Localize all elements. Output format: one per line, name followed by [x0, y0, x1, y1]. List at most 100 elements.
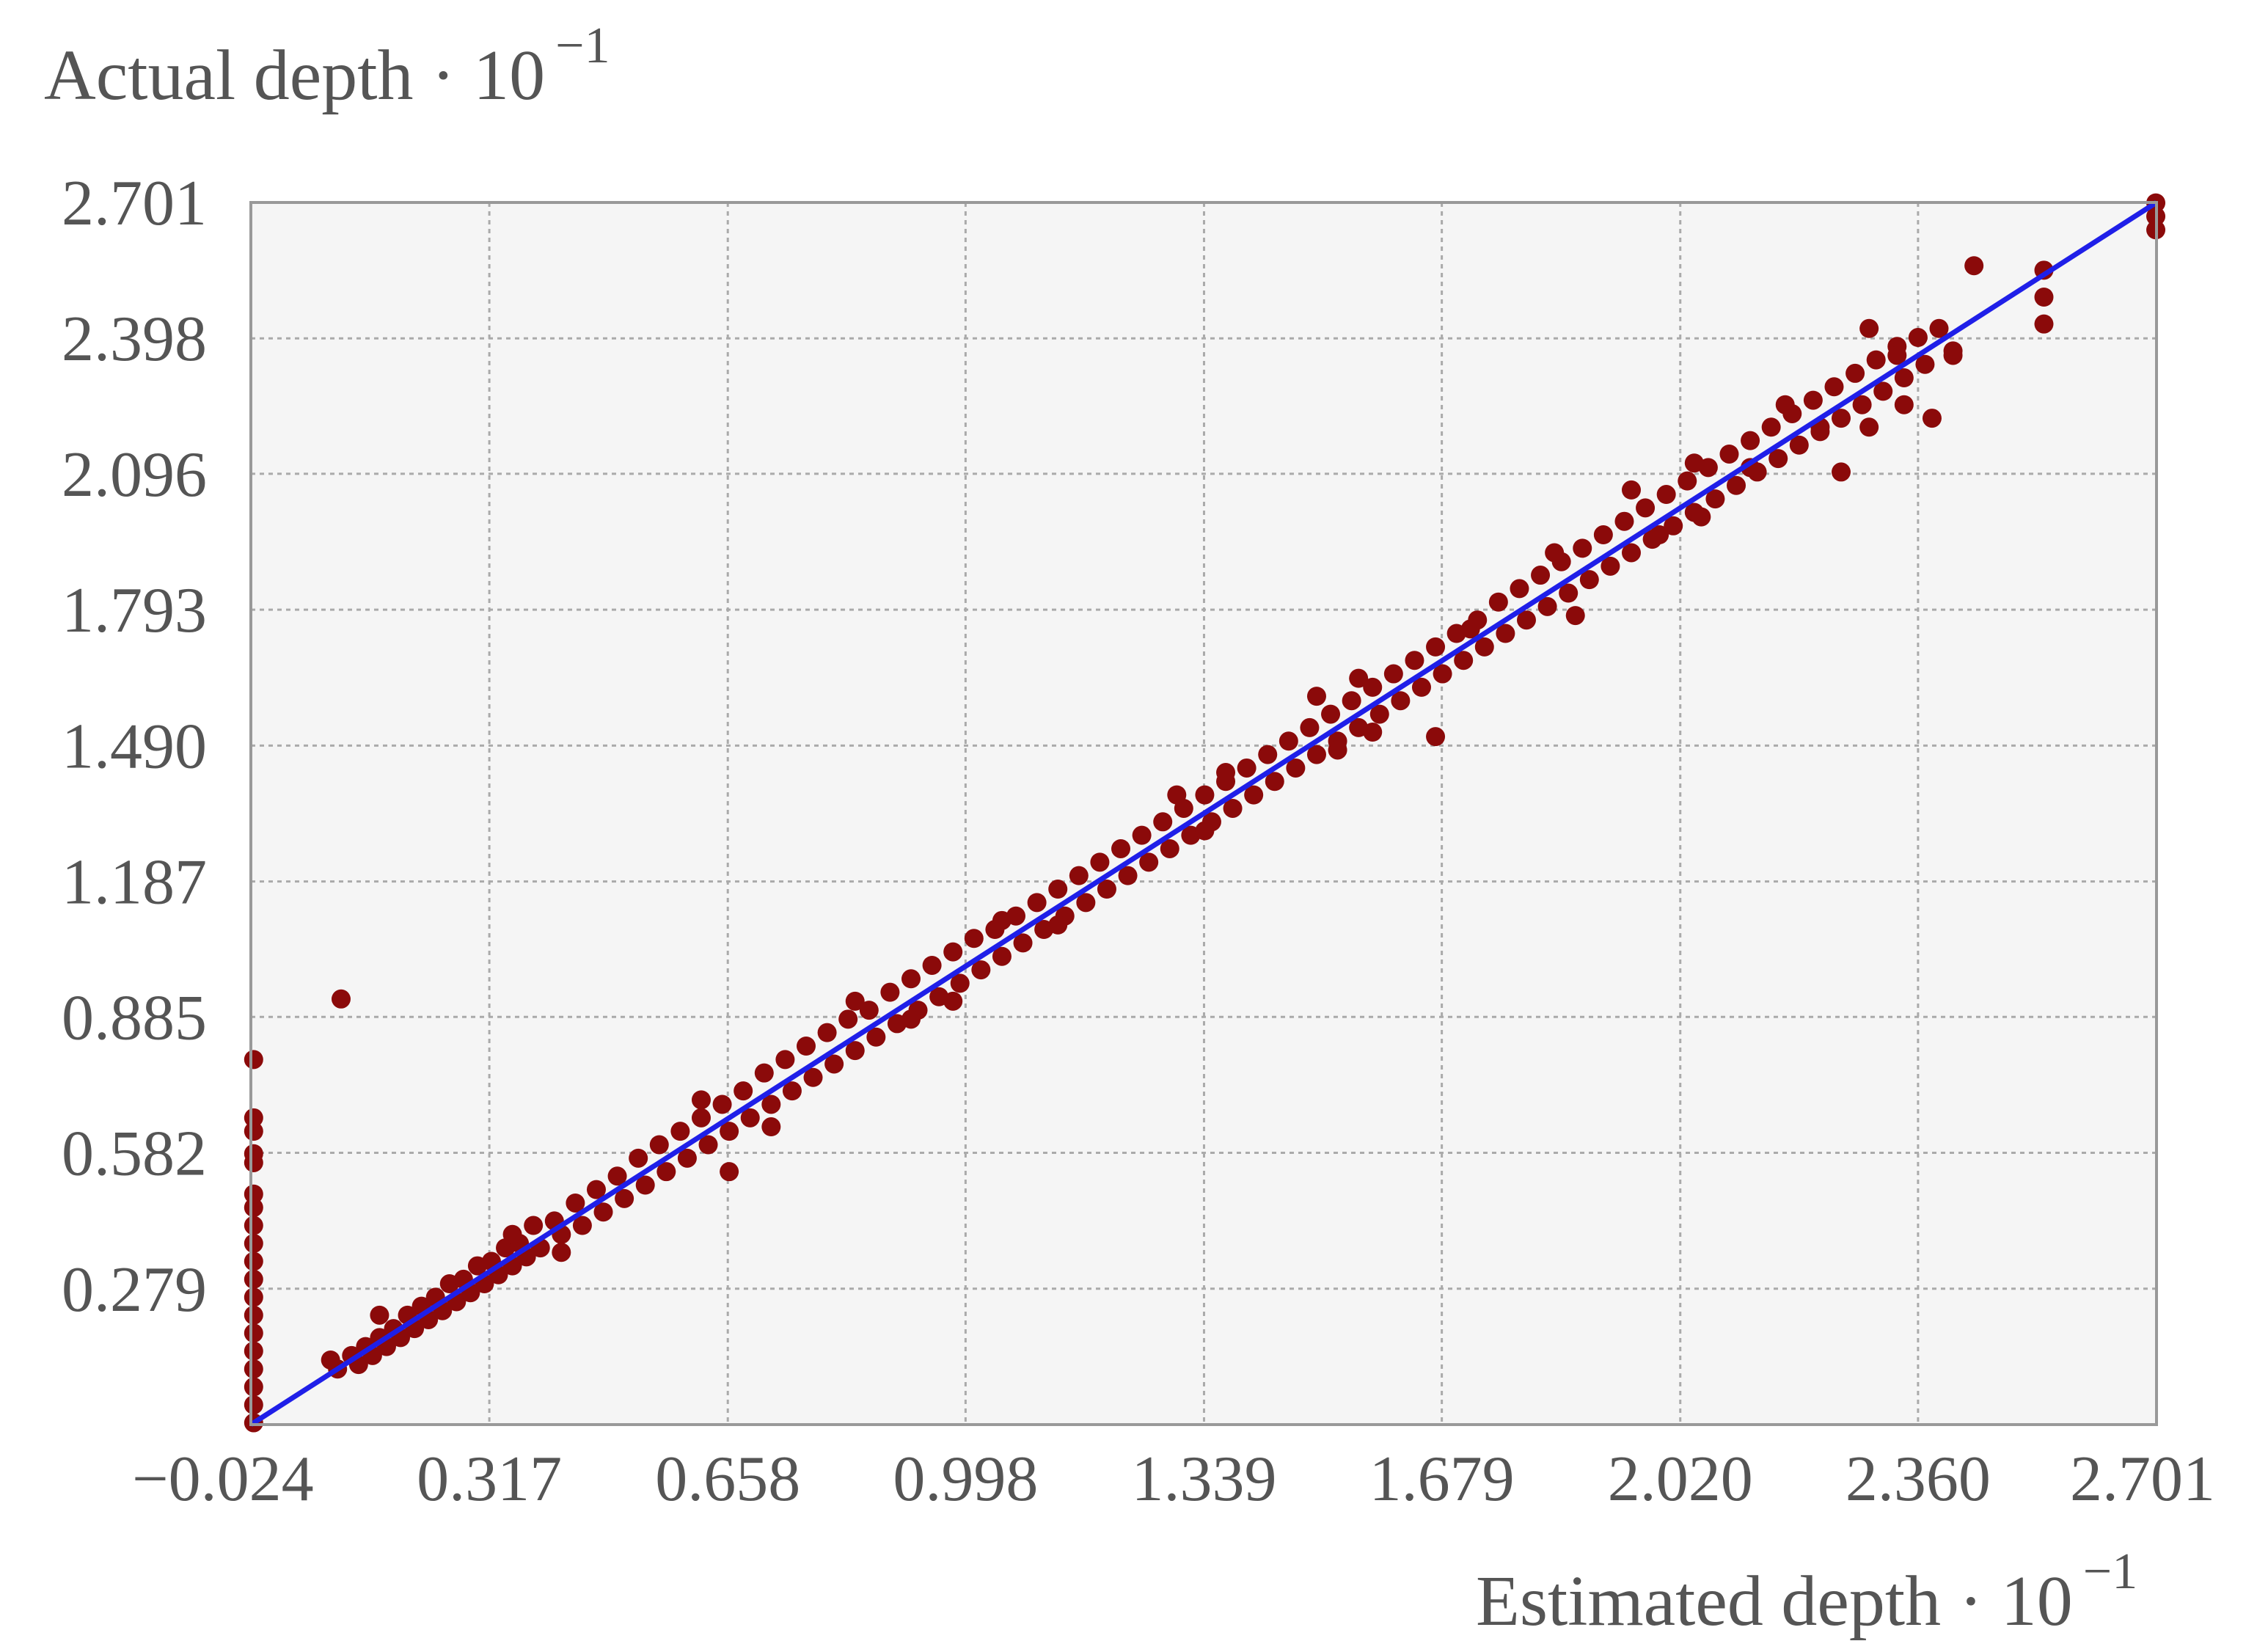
data-point [901, 1009, 921, 1029]
data-point [1118, 866, 1138, 885]
data-point [615, 1188, 634, 1208]
data-point [838, 1009, 858, 1029]
data-point [817, 1023, 837, 1042]
data-point [1013, 933, 1033, 953]
y-tick-label: 0.582 [62, 1119, 207, 1190]
data-point [1426, 637, 1446, 657]
data-point [845, 991, 865, 1011]
data-point [1866, 350, 1886, 370]
data-point [1132, 825, 1152, 845]
data-point [1237, 758, 1256, 778]
data-point [244, 1323, 263, 1343]
data-point [1684, 453, 1704, 473]
data-point [244, 1198, 263, 1218]
data-point [1922, 409, 1942, 428]
data-point [1328, 740, 1347, 760]
data-point [1636, 498, 1656, 518]
x-tick-label: 2.701 [2070, 1444, 2215, 1515]
data-point [1559, 583, 1579, 603]
data-point [244, 1341, 263, 1361]
data-point [1111, 838, 1131, 858]
y-tick-labels: 0.279 0.582 0.885 1.187 1.490 1.793 2.096 2.398… [62, 168, 207, 1326]
data-point [1474, 637, 1494, 657]
data-point [1048, 880, 1068, 899]
data-point [1488, 592, 1508, 612]
data-point [1426, 727, 1446, 747]
plot-frame [249, 201, 2158, 1426]
data-point [677, 1148, 697, 1168]
data-point [524, 1216, 544, 1235]
data-point [1454, 651, 1474, 670]
data-point [635, 1175, 655, 1195]
data-point [720, 1162, 739, 1182]
data-point [1265, 772, 1284, 792]
data-point [1678, 471, 1697, 491]
data-point [1908, 328, 1928, 348]
y-axis-title-text: Actual depth · 10 [44, 36, 545, 115]
y-tick-label: 0.279 [62, 1254, 207, 1326]
data-point [1894, 368, 1914, 388]
data-point [1768, 449, 1788, 469]
data-point [1349, 668, 1369, 688]
data-point [244, 1395, 263, 1415]
data-point [1369, 704, 1389, 724]
data-point [922, 955, 942, 975]
data-point [244, 1287, 263, 1307]
data-point [1383, 664, 1403, 684]
data-point [1139, 852, 1159, 872]
data-point [1097, 880, 1116, 899]
data-point [1460, 619, 1480, 639]
data-point [1391, 691, 1411, 711]
data-point [1279, 731, 1298, 751]
data-point [992, 946, 1012, 966]
data-point [629, 1148, 648, 1168]
data-point [244, 1251, 263, 1271]
data-point [244, 1359, 263, 1379]
data-point [1761, 417, 1781, 437]
data-point [1964, 256, 1984, 276]
data-point [1664, 516, 1683, 536]
data-point [782, 1081, 802, 1101]
data-point [1915, 354, 1935, 374]
data-point [901, 969, 921, 989]
data-point [1852, 395, 1872, 414]
data-point [1090, 852, 1110, 872]
data-point [734, 1081, 753, 1101]
data-point [566, 1193, 585, 1213]
data-point [331, 989, 351, 1009]
y-tick-label: 0.885 [62, 982, 207, 1053]
data-point [656, 1162, 676, 1182]
x-tick-labels: −0.024 0.317 0.658 0.998 1.339 1.679 2.020 2.36… [132, 1444, 2215, 1515]
data-point [244, 1184, 263, 1204]
data-point [244, 1305, 263, 1325]
data-point [698, 1135, 718, 1155]
data-point [1048, 915, 1068, 935]
data-point [1832, 409, 1851, 428]
data-point [880, 982, 900, 1002]
data-point [761, 1117, 781, 1137]
x-tick-label: 0.658 [655, 1444, 800, 1515]
data-point [572, 1216, 592, 1235]
reference-line [249, 200, 2158, 1427]
data-point [1405, 651, 1424, 670]
data-point [1873, 381, 1893, 401]
data-point [607, 1166, 627, 1186]
x-tick-label: 0.998 [893, 1444, 1038, 1515]
data-point [1516, 610, 1536, 630]
data-point [1076, 893, 1096, 913]
data-point [1160, 838, 1179, 858]
data-point [1622, 480, 1642, 500]
data-point [1656, 485, 1676, 505]
data-point [244, 1108, 263, 1127]
data-point [502, 1224, 522, 1244]
data-point [712, 1094, 732, 1114]
data-point [370, 1305, 389, 1325]
data-point [761, 1094, 781, 1114]
data-point [1153, 812, 1173, 832]
data-point [971, 960, 991, 980]
x-tick-label: −0.024 [132, 1444, 314, 1515]
data-point [1306, 687, 1326, 706]
x-axis-title-text: Estimated depth · 10 [1476, 1562, 2073, 1641]
reference-line-group [249, 200, 2158, 1427]
x-axis-title-exponent: −1 [2083, 1543, 2137, 1600]
